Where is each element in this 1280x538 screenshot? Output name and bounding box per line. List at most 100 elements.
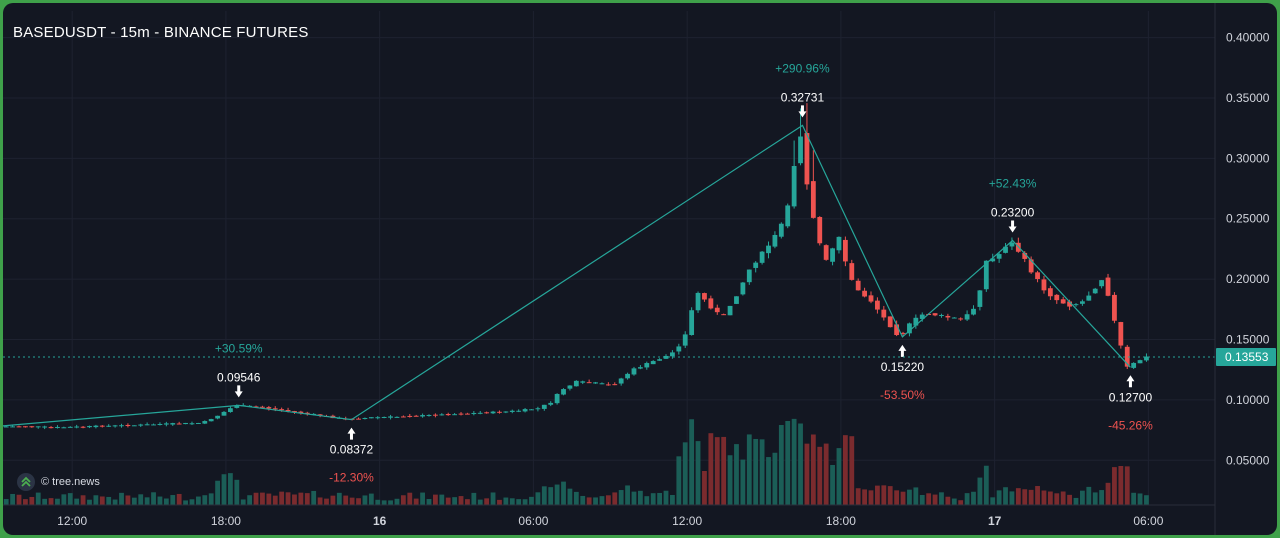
volume-bar <box>887 486 893 505</box>
volume-bar <box>285 492 291 505</box>
volume-bar <box>548 487 554 505</box>
volume-bar <box>823 443 829 505</box>
volume-bar <box>1073 497 1079 505</box>
candle <box>432 414 438 416</box>
candle <box>465 413 470 415</box>
candle <box>573 380 579 387</box>
y-tick-label: 0.10000 <box>1226 393 1270 407</box>
candle <box>195 422 201 424</box>
candle <box>356 418 361 420</box>
volume-bar <box>881 485 887 505</box>
volume-bar <box>3 499 9 505</box>
candle <box>292 411 297 413</box>
candle <box>304 412 310 414</box>
candle <box>842 239 848 262</box>
volume-bar <box>702 470 707 505</box>
candle <box>74 426 80 428</box>
volume-bar <box>42 498 48 505</box>
volume-bar <box>1015 488 1021 505</box>
candle <box>112 425 118 427</box>
volume-bar <box>541 486 547 505</box>
candle <box>362 418 368 420</box>
pivot-label: 0.23200 <box>991 205 1035 219</box>
volume-bar <box>29 496 35 505</box>
candle <box>106 425 112 427</box>
volume-bar <box>1067 494 1072 505</box>
candle <box>1124 346 1130 367</box>
volume-bar <box>855 488 861 505</box>
candle <box>971 308 976 315</box>
candle <box>714 307 720 313</box>
volume-bar <box>80 495 86 505</box>
candle <box>163 423 169 425</box>
volume-bar <box>400 495 406 505</box>
pivot-label: 0.15220 <box>881 360 925 374</box>
volume-bar <box>16 494 22 505</box>
candle <box>791 165 797 207</box>
pivot-label: 0.32731 <box>781 90 825 104</box>
pivot-change-label: +30.59% <box>215 341 263 355</box>
candle <box>3 426 9 428</box>
candle <box>849 263 855 280</box>
zigzag-line <box>3 124 1131 427</box>
x-tick-label: 18:00 <box>826 514 856 528</box>
candle <box>1105 277 1111 296</box>
candle <box>637 367 643 369</box>
volume-bar <box>593 497 598 505</box>
volume-bar <box>1099 490 1105 505</box>
candle <box>228 408 233 413</box>
volume-bar <box>522 499 528 505</box>
candle <box>516 410 522 412</box>
y-tick-label: 0.15000 <box>1226 333 1270 347</box>
candle <box>144 424 150 426</box>
candle <box>605 384 611 386</box>
volume-bar <box>932 494 938 505</box>
volume-bar <box>1086 486 1092 505</box>
candle <box>913 317 919 326</box>
volume-bar <box>356 498 361 505</box>
volume-bar <box>567 488 573 505</box>
candle <box>753 262 759 268</box>
candle <box>452 414 458 416</box>
volume-bar <box>964 493 970 505</box>
candle <box>157 423 163 425</box>
candle <box>785 205 791 227</box>
volume-bar <box>695 441 701 505</box>
volume-bar <box>573 491 579 505</box>
candle <box>919 314 925 319</box>
x-tick-label: 16 <box>373 514 387 528</box>
arrow-down-icon <box>234 385 243 398</box>
candle <box>1060 299 1066 304</box>
candle <box>772 234 778 247</box>
volume-bar <box>87 499 92 505</box>
candle <box>561 389 566 395</box>
volume-bar <box>330 495 336 505</box>
candle <box>16 426 22 428</box>
pivot-change-label: -53.50% <box>880 388 925 402</box>
volume-bar <box>138 494 144 505</box>
candle <box>541 404 547 409</box>
candle <box>522 409 528 412</box>
volume-bar <box>106 496 112 505</box>
volume-bar <box>202 495 208 505</box>
volume-bar <box>516 499 522 505</box>
candle <box>855 280 861 291</box>
volume-bar <box>426 499 432 505</box>
volume-bar <box>714 437 720 505</box>
volume-bar <box>830 464 835 505</box>
volume-bar <box>862 489 867 505</box>
arrow-up-icon <box>1126 375 1135 388</box>
candle <box>266 407 272 409</box>
candle <box>817 217 823 244</box>
volume-bar <box>945 496 951 505</box>
candle <box>490 411 496 414</box>
volume-bar <box>368 493 374 505</box>
candle <box>721 314 727 316</box>
candlestick-chart: 0.09546 +30.59% 0.08372 -12.30% 0.32731 +290.… <box>3 3 1276 535</box>
candle <box>61 427 67 429</box>
candle <box>375 417 381 419</box>
pivot-label: 0.08372 <box>330 443 374 457</box>
volume-bar <box>1035 486 1040 505</box>
y-tick-label: 0.05000 <box>1226 453 1270 467</box>
candle <box>862 290 867 297</box>
